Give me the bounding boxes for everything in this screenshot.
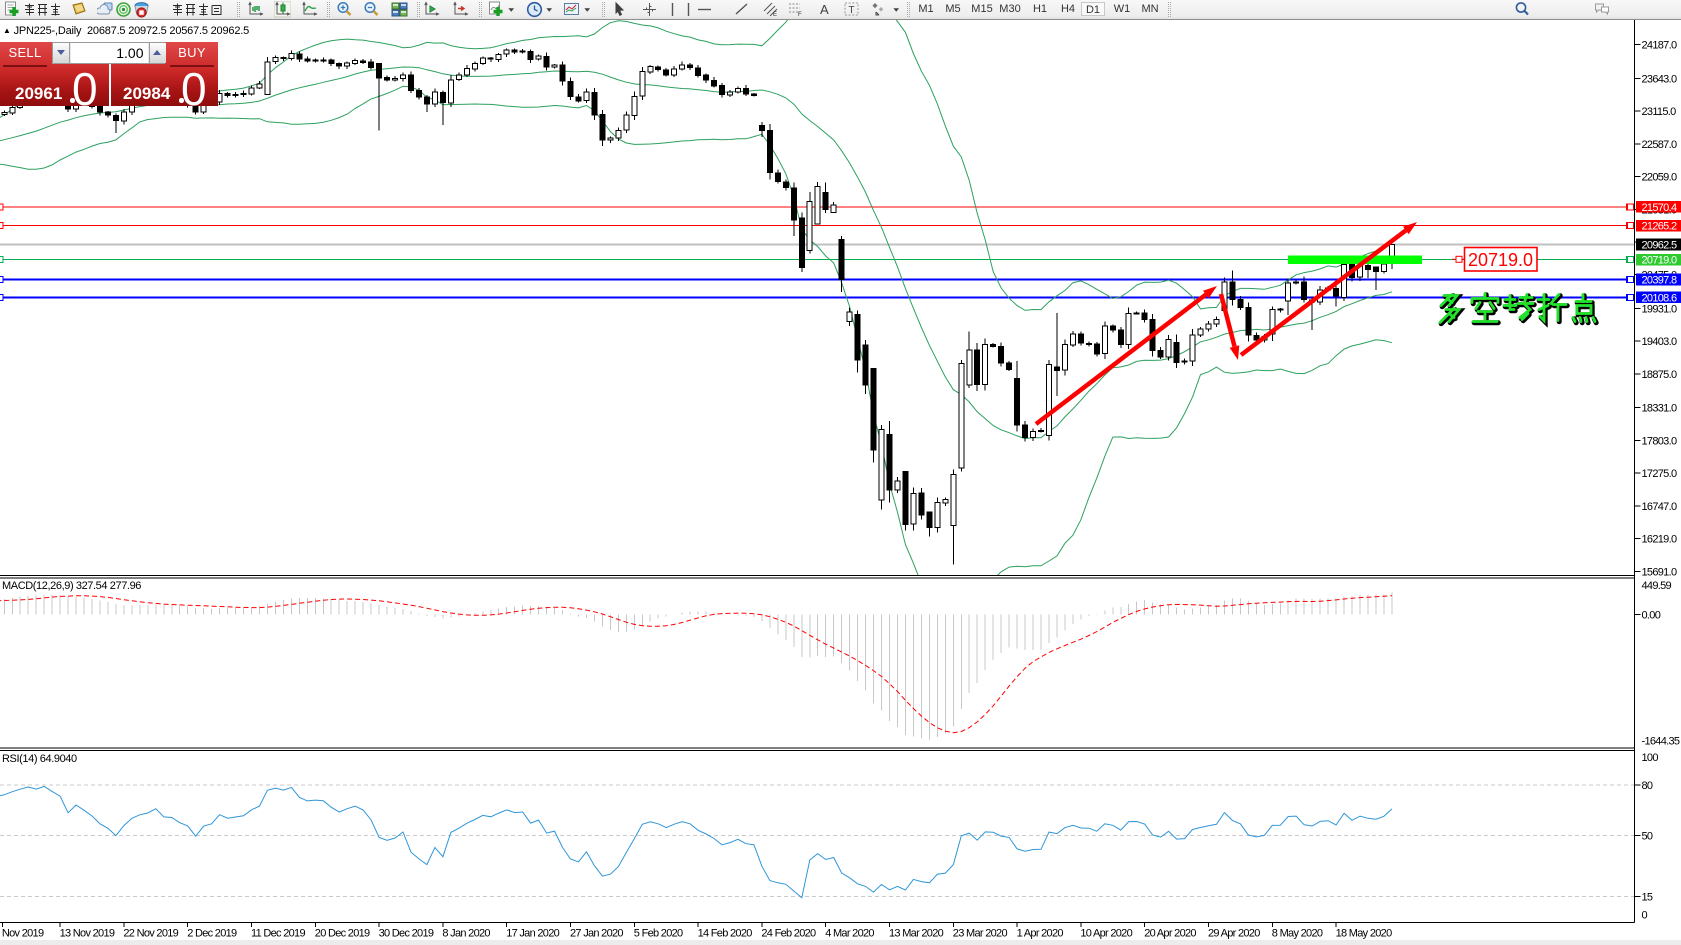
svg-text:20719.0: 20719.0 — [1468, 250, 1533, 270]
svg-text:15691.0: 15691.0 — [1642, 566, 1677, 578]
svg-text:Nov 2019: Nov 2019 — [2, 928, 44, 940]
svg-text:80: 80 — [1642, 780, 1653, 792]
svg-text:20 Apr 2020: 20 Apr 2020 — [1144, 928, 1196, 940]
svg-text:21570.4: 21570.4 — [1642, 202, 1677, 214]
svg-text:21265.2: 21265.2 — [1642, 221, 1677, 233]
svg-text:10 Apr 2020: 10 Apr 2020 — [1080, 928, 1132, 940]
svg-text:11 Dec 2019: 11 Dec 2019 — [251, 928, 305, 940]
svg-text:18331.0: 18331.0 — [1642, 403, 1677, 415]
svg-text:5 Feb 2020: 5 Feb 2020 — [634, 928, 683, 940]
svg-text:18875.0: 18875.0 — [1642, 369, 1677, 381]
svg-text:13 Nov 2019: 13 Nov 2019 — [60, 928, 115, 940]
svg-text:20108.6: 20108.6 — [1642, 292, 1677, 304]
svg-text:-1644.35: -1644.35 — [1642, 735, 1680, 747]
svg-text:100: 100 — [1642, 752, 1659, 764]
svg-text:20397.8: 20397.8 — [1642, 275, 1677, 287]
svg-text:16219.0: 16219.0 — [1642, 534, 1677, 546]
svg-text:8 Jan 2020: 8 Jan 2020 — [442, 928, 490, 940]
svg-text:30 Dec 2019: 30 Dec 2019 — [379, 928, 434, 940]
svg-text:8 May 2020: 8 May 2020 — [1272, 928, 1323, 940]
svg-text:T: T — [849, 5, 855, 16]
svg-text:17 Jan 2020: 17 Jan 2020 — [506, 928, 559, 940]
svg-text:2 Dec 2019: 2 Dec 2019 — [187, 928, 237, 940]
svg-text:22 Nov 2019: 22 Nov 2019 — [123, 928, 178, 940]
svg-text:13 Mar 2020: 13 Mar 2020 — [889, 928, 944, 940]
svg-text:4 Mar 2020: 4 Mar 2020 — [825, 928, 874, 940]
svg-text:19931.0: 19931.0 — [1642, 304, 1677, 316]
svg-text:23 Mar 2020: 23 Mar 2020 — [953, 928, 1008, 940]
svg-text:0.00: 0.00 — [1642, 610, 1661, 622]
svg-text:23643.0: 23643.0 — [1642, 73, 1677, 85]
svg-text:14 Feb 2020: 14 Feb 2020 — [698, 928, 753, 940]
svg-text:29 Apr 2020: 29 Apr 2020 — [1208, 928, 1260, 940]
svg-text:22587.0: 22587.0 — [1642, 139, 1677, 151]
svg-text:20962.5: 20962.5 — [1642, 240, 1677, 252]
svg-text:24 Feb 2020: 24 Feb 2020 — [761, 928, 816, 940]
svg-text:19403.0: 19403.0 — [1642, 336, 1677, 348]
svg-text:50: 50 — [1642, 831, 1653, 843]
svg-text:449.59: 449.59 — [1642, 580, 1672, 592]
svg-text:23115.0: 23115.0 — [1642, 106, 1677, 118]
svg-text:24187.0: 24187.0 — [1642, 40, 1677, 52]
svg-text:17275.0: 17275.0 — [1642, 468, 1677, 480]
svg-text:F: F — [798, 12, 802, 18]
svg-text:A: A — [820, 2, 829, 17]
svg-text:18 May 2020: 18 May 2020 — [1336, 928, 1392, 940]
svg-text:0: 0 — [1642, 910, 1648, 922]
svg-text:E: E — [773, 12, 777, 18]
svg-text:1 Apr 2020: 1 Apr 2020 — [1017, 928, 1064, 940]
svg-text:17803.0: 17803.0 — [1642, 435, 1677, 447]
svg-text:20 Dec 2019: 20 Dec 2019 — [315, 928, 370, 940]
svg-text:16747.0: 16747.0 — [1642, 501, 1677, 513]
svg-text:22059.0: 22059.0 — [1642, 172, 1677, 184]
svg-text:20719.0: 20719.0 — [1642, 255, 1677, 267]
svg-text:15: 15 — [1642, 891, 1653, 903]
svg-text:27 Jan 2020: 27 Jan 2020 — [570, 928, 623, 940]
